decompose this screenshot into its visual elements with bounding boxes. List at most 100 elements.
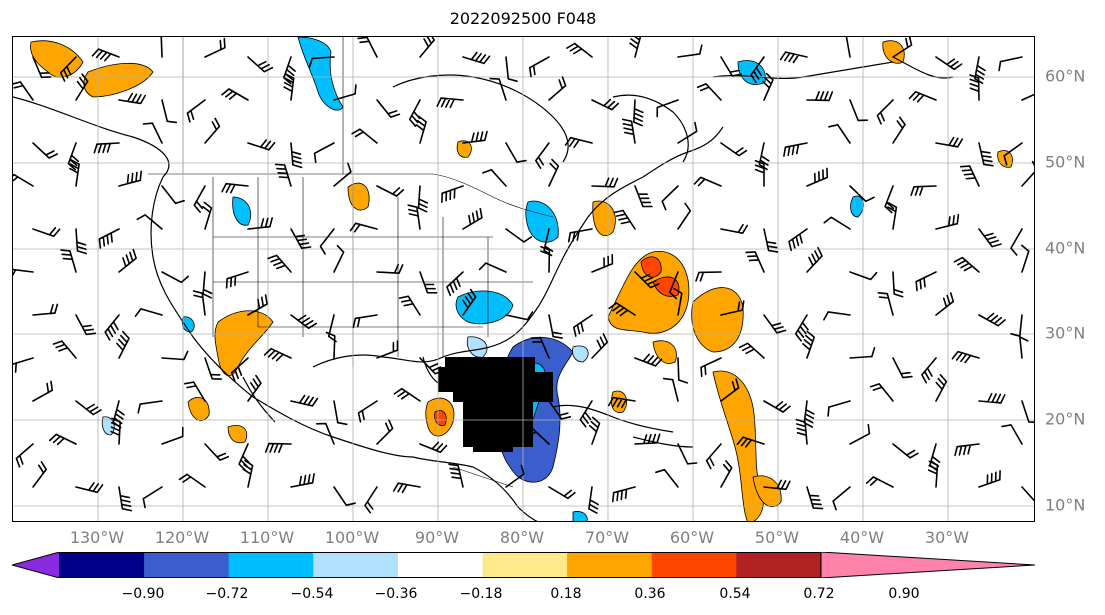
wind-barb xyxy=(951,350,980,364)
wind-barb xyxy=(204,357,222,380)
political-borders xyxy=(148,37,554,488)
colorbar-swatch xyxy=(736,552,822,578)
wind-barb xyxy=(927,460,939,488)
wind-barb xyxy=(892,271,904,298)
wind-barb xyxy=(193,185,206,213)
wind-barb xyxy=(316,422,335,445)
wind-barb xyxy=(202,201,213,230)
colorbar xyxy=(12,552,1035,578)
wind-barb xyxy=(887,202,898,230)
wind-barb xyxy=(267,254,292,273)
wind-barb xyxy=(32,303,59,316)
wind-barb xyxy=(1010,228,1023,256)
wind-barb xyxy=(67,142,80,171)
wind-barb xyxy=(462,130,488,144)
lon-label-130w: 130°W xyxy=(69,528,125,547)
wind-barb xyxy=(225,271,249,289)
wind-barb xyxy=(247,56,274,73)
lon-label-100w: 100°W xyxy=(324,528,380,547)
colorbar-swatch xyxy=(313,552,399,578)
wind-barb xyxy=(104,314,120,341)
wind-barb xyxy=(794,314,809,342)
wind-barb xyxy=(634,433,661,445)
wind-barb xyxy=(915,271,937,292)
wind-barb xyxy=(118,92,146,105)
wind-barb xyxy=(677,44,703,58)
wind-barb xyxy=(720,460,733,488)
wind-barb xyxy=(588,486,599,514)
wind-barb xyxy=(13,173,34,187)
wind-barb xyxy=(910,185,937,197)
wind-barb xyxy=(204,443,230,461)
wind-barb xyxy=(974,56,986,85)
map-canvas xyxy=(13,37,1034,521)
wind-barb xyxy=(1021,486,1034,502)
colorbar-swatch xyxy=(144,552,230,578)
wind-barb xyxy=(419,441,448,453)
wind-barb xyxy=(376,185,405,197)
wind-barb xyxy=(954,443,980,457)
wind-barb xyxy=(823,311,851,321)
wind-barb xyxy=(892,116,906,144)
wind-barb xyxy=(333,486,356,506)
wind-barb xyxy=(935,136,964,148)
wind-barb xyxy=(290,228,312,249)
wind-barb xyxy=(567,228,593,243)
wind-barb xyxy=(959,165,980,187)
wind-barb xyxy=(441,185,464,203)
wind-barb xyxy=(806,91,834,102)
wind-barb xyxy=(530,336,550,359)
wind-barb xyxy=(93,142,120,154)
wind-barb xyxy=(161,185,185,205)
wind-barb xyxy=(161,426,184,445)
wind-barb xyxy=(415,115,427,144)
wind-barb xyxy=(13,357,34,373)
colorbar-tick: 0.18 xyxy=(550,586,582,602)
wind-barb xyxy=(1018,314,1029,342)
wind-barb xyxy=(591,177,619,188)
colorbar-tick: −0.36 xyxy=(374,586,418,602)
wind-barb xyxy=(795,418,808,445)
wind-barb xyxy=(823,216,851,230)
lon-label-110w: 110°W xyxy=(239,528,295,547)
wind-barb xyxy=(32,227,61,237)
wind-barb xyxy=(529,56,550,78)
colorbar-tick: 0.54 xyxy=(719,586,751,602)
wind-barb xyxy=(591,254,614,273)
wind-barb xyxy=(48,433,77,446)
colorbar-swatch xyxy=(59,552,145,578)
wind-barb xyxy=(978,392,1006,404)
wind-barb xyxy=(579,400,593,428)
wind-barb xyxy=(32,380,53,402)
lat-label-40n: 40°N xyxy=(1045,238,1086,258)
wind-barb xyxy=(693,176,722,187)
wind-barb xyxy=(548,400,572,420)
wind-barb xyxy=(548,76,567,101)
wind-barb xyxy=(392,482,421,494)
wind-barb xyxy=(845,37,851,58)
wind-barb xyxy=(656,99,679,118)
wind-barb xyxy=(566,42,593,58)
wind-barb xyxy=(720,378,740,402)
lon-label-90w: 90°W xyxy=(414,528,460,547)
colorbar-tick: 0.72 xyxy=(803,586,835,602)
wind-barb xyxy=(677,443,698,465)
wind-barb xyxy=(351,128,378,144)
wind-barb xyxy=(436,97,464,109)
wind-barb xyxy=(333,244,345,273)
wind-barb xyxy=(221,182,249,194)
wind-barb xyxy=(677,357,689,384)
wind-barb xyxy=(1003,142,1023,166)
wind-barb xyxy=(1021,160,1034,187)
wind-barb xyxy=(564,136,593,148)
wind-barb xyxy=(161,350,189,361)
wind-barb xyxy=(736,436,765,448)
wind-barb xyxy=(184,381,206,402)
wind-barb xyxy=(505,142,527,163)
wind-barb xyxy=(978,228,1002,248)
lon-label-40w: 40°W xyxy=(839,528,885,547)
wind-barb xyxy=(745,251,765,273)
wind-barb xyxy=(953,256,980,273)
wind-barb xyxy=(357,400,378,423)
lat-label-30n: 30°N xyxy=(1045,323,1086,343)
